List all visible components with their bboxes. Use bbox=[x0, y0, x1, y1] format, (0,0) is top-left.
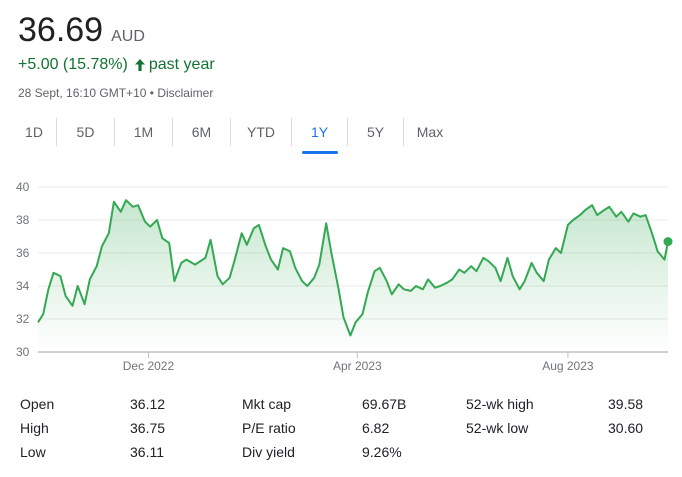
stat-value: 39.58 bbox=[608, 396, 644, 412]
y-tick-label: 30 bbox=[16, 345, 30, 359]
x-tick-label: Dec 2022 bbox=[123, 359, 175, 373]
timestamp: 28 Sept, 16:10 GMT+10 bbox=[18, 86, 147, 100]
tab-label: 5D bbox=[76, 124, 95, 140]
tab-5d[interactable]: 5D bbox=[57, 118, 115, 146]
tab-1m[interactable]: 1M bbox=[115, 118, 173, 146]
price-area-fill bbox=[38, 200, 668, 352]
tab-label: YTD bbox=[247, 124, 275, 140]
tab-label: 1Y bbox=[310, 124, 329, 140]
tab-6m[interactable]: 6M bbox=[173, 118, 231, 146]
y-tick-label: 36 bbox=[16, 246, 30, 260]
current-price: 36.69 bbox=[18, 11, 104, 49]
y-tick-label: 38 bbox=[16, 213, 30, 227]
stat-value: 69.67B bbox=[362, 396, 407, 412]
tab-5y[interactable]: 5Y bbox=[348, 118, 404, 146]
stat-value: 9.26% bbox=[362, 444, 402, 460]
quote-meta: 28 Sept, 16:10 GMT+10 • Disclaimer bbox=[18, 86, 213, 100]
disclaimer-link[interactable]: Disclaimer bbox=[157, 86, 214, 100]
tab-label: 1M bbox=[133, 124, 154, 140]
change-period: past year bbox=[134, 56, 215, 74]
price-line bbox=[37, 199, 669, 337]
stat-label: Open bbox=[20, 396, 55, 412]
price-chart[interactable]: 40 38 36 34 32 30 Dec 2022 Apr 2023 Aug 2023 bbox=[0, 170, 682, 380]
tab-1d[interactable]: 1D bbox=[12, 118, 57, 146]
tab-ytd[interactable]: YTD bbox=[231, 118, 292, 146]
stat-label: P/E ratio bbox=[242, 420, 296, 436]
stat-value: 36.75 bbox=[130, 420, 166, 436]
current-price-dot bbox=[663, 237, 673, 247]
stat-label: 52-wk high bbox=[466, 396, 534, 412]
arrow-up-icon bbox=[134, 59, 145, 71]
meta-separator: • bbox=[149, 86, 154, 100]
tab-label: 1D bbox=[25, 124, 43, 140]
y-tick-label: 40 bbox=[16, 180, 30, 194]
stat-label: 52-wk low bbox=[466, 420, 529, 436]
tab-label: 6M bbox=[191, 124, 212, 140]
stat-label: Mkt cap bbox=[242, 396, 292, 412]
price-change: +5.00 (15.78%) past year bbox=[18, 56, 215, 74]
stat-value: 36.12 bbox=[130, 396, 166, 412]
change-value: +5.00 (15.78%) bbox=[18, 56, 128, 73]
stat-value: 6.82 bbox=[362, 420, 390, 436]
tab-max[interactable]: Max bbox=[404, 118, 456, 146]
y-tick-label: 32 bbox=[16, 312, 30, 326]
range-tabs: 1D 5D 1M 6M YTD 1Y 5Y Max bbox=[12, 118, 456, 154]
tab-1y[interactable]: 1Y bbox=[292, 118, 348, 154]
stat-label: Div yield bbox=[242, 444, 295, 460]
tab-label: 5Y bbox=[366, 124, 385, 140]
stat-label: Low bbox=[20, 444, 46, 460]
currency-label: AUD bbox=[111, 28, 145, 45]
stat-label: High bbox=[20, 420, 49, 436]
active-tab-indicator bbox=[301, 151, 338, 154]
x-tick-label: Apr 2023 bbox=[333, 359, 382, 373]
tab-label: Max bbox=[416, 124, 444, 140]
quote-header: 36.69 AUD bbox=[18, 10, 145, 50]
stat-value: 36.11 bbox=[130, 444, 164, 460]
change-period-label: past year bbox=[148, 56, 215, 73]
x-tick-label: Aug 2023 bbox=[542, 359, 594, 373]
stat-value: 30.60 bbox=[608, 420, 644, 436]
y-tick-label: 34 bbox=[16, 279, 30, 293]
